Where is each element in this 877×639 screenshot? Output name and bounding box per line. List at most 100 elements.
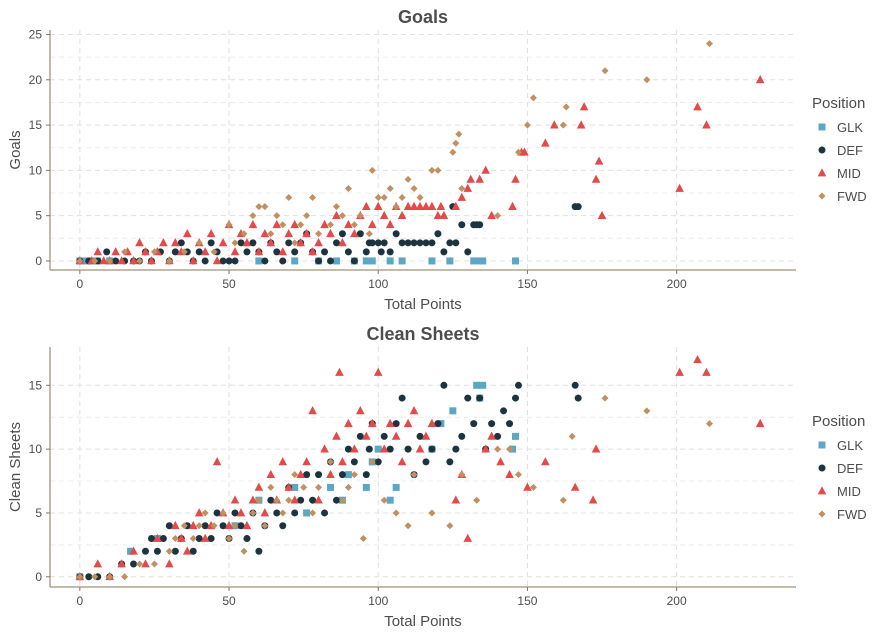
data-point-fwd — [705, 40, 713, 48]
data-point-mid — [212, 256, 222, 265]
data-point-def — [476, 221, 484, 229]
data-point-fwd — [106, 257, 114, 265]
data-point-def — [171, 248, 179, 256]
data-point-fwd — [428, 166, 436, 174]
data-point-mid — [487, 210, 496, 220]
y-tick-label: 5 — [35, 209, 42, 223]
data-point-fwd — [291, 239, 299, 247]
data-point-mid — [397, 210, 407, 220]
data-point-fwd — [285, 194, 293, 202]
y-tick-label: 10 — [29, 163, 43, 177]
data-point-def — [315, 257, 323, 265]
data-point-glk — [303, 509, 311, 517]
data-point-fwd — [404, 522, 412, 530]
data-point-def — [326, 257, 334, 265]
data-point-mid — [242, 238, 252, 247]
data-point-def — [171, 547, 179, 555]
data-point-mid — [206, 228, 216, 238]
data-point-def — [231, 257, 239, 265]
data-point-def — [309, 496, 317, 504]
data-point-def — [338, 471, 346, 479]
data-point-fwd — [150, 560, 158, 568]
data-point-mid — [236, 508, 246, 517]
data-point-fwd — [601, 394, 609, 402]
legend-key-glk — [818, 441, 826, 449]
data-point-fwd — [180, 248, 188, 256]
data-point-def — [506, 420, 514, 428]
data-point-fwd — [506, 445, 514, 453]
data-point-fwd — [136, 257, 144, 265]
data-point-mid — [129, 256, 138, 265]
data-point-def — [398, 394, 406, 402]
data-point-fwd — [356, 212, 364, 220]
data-point-fwd — [380, 496, 388, 504]
data-point-mid — [284, 482, 294, 491]
data-point-def — [500, 407, 508, 415]
data-point-mid — [194, 508, 204, 517]
y-tick-label: 15 — [29, 378, 43, 392]
data-point-fwd — [386, 184, 394, 192]
data-point-fwd — [338, 496, 346, 504]
data-point-def — [356, 230, 364, 238]
data-point-def — [195, 534, 203, 542]
data-point-fwd — [121, 573, 129, 581]
data-point-mid — [230, 247, 240, 256]
data-point-def — [243, 248, 251, 256]
data-point-mid — [278, 247, 288, 256]
data-point-fwd — [529, 94, 537, 102]
data-point-def — [571, 381, 579, 389]
data-point-mid — [421, 431, 431, 440]
data-point-def — [255, 547, 263, 555]
data-point-mid — [427, 201, 437, 210]
data-point-glk — [512, 257, 520, 265]
data-point-def — [404, 239, 412, 247]
legend-key-glk — [818, 123, 826, 131]
data-point-def — [303, 471, 311, 479]
data-point-def — [404, 445, 412, 453]
data-point-mid — [254, 482, 264, 491]
data-point-def — [207, 534, 215, 542]
data-point-mid — [344, 219, 353, 229]
data-point-def — [291, 248, 299, 256]
data-point-mid — [272, 219, 282, 229]
data-point-mid — [332, 431, 341, 440]
series-mid — [75, 354, 765, 581]
data-point-fwd — [494, 212, 502, 220]
data-point-mid — [409, 406, 419, 415]
data-point-def — [440, 248, 448, 256]
data-point-fwd — [300, 483, 308, 491]
data-point-glk — [473, 381, 481, 389]
y-tick-label: 15 — [29, 118, 43, 132]
data-point-def — [464, 394, 472, 402]
data-point-mid — [693, 102, 702, 111]
data-point-glk — [386, 496, 394, 504]
data-point-glk — [368, 257, 376, 265]
data-point-mid — [409, 201, 419, 210]
data-point-def — [338, 230, 346, 238]
data-point-def — [374, 239, 382, 247]
data-point-def — [464, 248, 472, 256]
data-point-fwd — [315, 230, 323, 238]
data-point-fwd — [210, 248, 218, 256]
data-point-mid — [314, 495, 323, 504]
data-point-def — [207, 239, 215, 247]
data-point-def — [285, 239, 293, 247]
legend-label-mid: MID — [837, 484, 861, 499]
data-point-fwd — [261, 203, 269, 211]
data-point-def — [141, 547, 149, 555]
data-point-glk — [332, 257, 340, 265]
data-point-mid — [379, 210, 389, 220]
data-point-mid — [153, 533, 162, 542]
x-axis-label: Total Points — [384, 296, 462, 313]
data-point-mid — [523, 482, 532, 491]
data-point-glk — [446, 257, 454, 265]
data-point-glk — [374, 445, 382, 453]
data-point-mid — [171, 520, 180, 530]
data-point-mid — [379, 444, 389, 453]
legend-label-fwd: FWD — [837, 507, 867, 522]
data-point-mid — [302, 228, 311, 238]
data-point-mid — [362, 201, 371, 210]
data-point-def — [315, 471, 323, 479]
data-point-mid — [302, 457, 311, 466]
